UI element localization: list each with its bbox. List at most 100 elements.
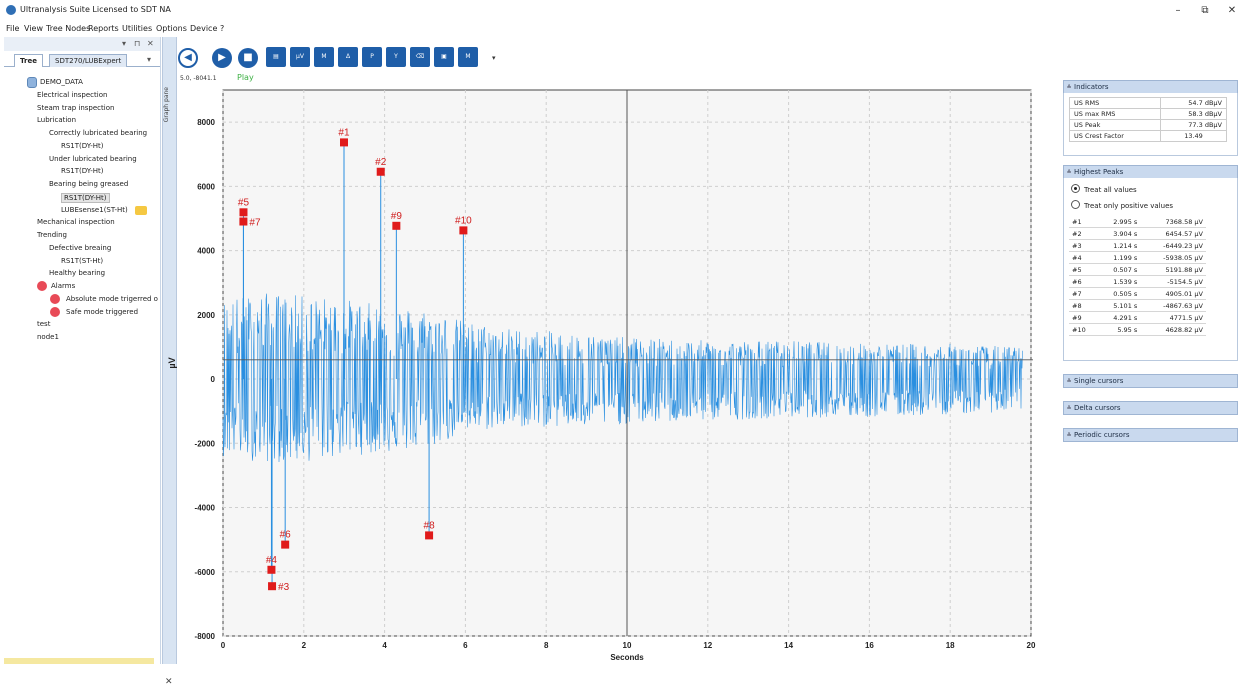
peak-value: 4905.01 µV bbox=[1140, 287, 1206, 300]
peak-id: #4 bbox=[1069, 251, 1098, 264]
peak-time: 4.291 s bbox=[1097, 311, 1141, 324]
peak-marker bbox=[392, 221, 401, 230]
periodic-cursors-title: Periodic cursors bbox=[1074, 431, 1130, 439]
highest-peaks-header[interactable]: ≙ Highest Peaks bbox=[1063, 165, 1238, 179]
panel-pin-button[interactable]: ⊓ bbox=[134, 39, 141, 48]
indicator-value: 13.49 bbox=[1160, 130, 1227, 142]
eraser-button[interactable]: ⌫ bbox=[410, 47, 430, 67]
single-cursors-header[interactable]: ≚ Single cursors bbox=[1063, 374, 1238, 388]
tree-node[interactable]: DEMO_DATA bbox=[40, 78, 83, 86]
peak-time: 5.95 s bbox=[1097, 323, 1141, 336]
peak-label: #6 bbox=[280, 530, 292, 541]
menu-options[interactable]: Options bbox=[156, 24, 187, 33]
y-marker-button[interactable]: Y bbox=[386, 47, 406, 67]
option-label: Treat only positive values bbox=[1084, 202, 1174, 210]
tree-node[interactable]: LUBEsense1(ST-Ht) bbox=[61, 205, 128, 214]
x-tick-label: 18 bbox=[946, 641, 955, 650]
tree-node[interactable]: RS1T(ST-Ht) bbox=[61, 256, 104, 265]
m-menu-button[interactable]: M bbox=[458, 47, 478, 67]
indicators-header[interactable]: ≙ Indicators bbox=[1063, 80, 1238, 94]
menu-device[interactable]: Device bbox=[190, 24, 218, 33]
table-row: #3 1.214 s -6449.23 µV bbox=[1069, 239, 1206, 252]
x-tick-label: 0 bbox=[221, 641, 226, 650]
peak-label: #8 bbox=[424, 520, 436, 531]
tree-node[interactable]: Mechanical inspection bbox=[37, 218, 115, 227]
treat-positive-values-option[interactable]: Treat only positive values bbox=[1071, 200, 1173, 210]
tree-node[interactable]: Steam trap inspection bbox=[37, 103, 115, 112]
y-tick-label: 0 bbox=[211, 375, 216, 384]
x-tick-label: 10 bbox=[623, 641, 632, 650]
tab-dropdown-button[interactable]: ▾ bbox=[147, 55, 152, 64]
tree-node[interactable]: RS1T(DY-Ht) bbox=[61, 167, 104, 176]
delta-marker-button[interactable]: Δ bbox=[338, 47, 358, 67]
tree-node[interactable]: RS1T(DY-Ht) bbox=[61, 141, 104, 150]
menu-reports[interactable]: Reports bbox=[88, 24, 119, 33]
close-button[interactable]: ✕ bbox=[1227, 5, 1237, 16]
peak-id: #9 bbox=[1069, 311, 1098, 324]
indicator-name: US Crest Factor bbox=[1069, 130, 1161, 142]
tree-node[interactable]: Defective breaing bbox=[49, 243, 112, 252]
tree-node[interactable]: Bearing being greased bbox=[49, 180, 129, 188]
delta-cursors-header[interactable]: ≚ Delta cursors bbox=[1063, 401, 1238, 415]
fft-button[interactable]: µV FFT bbox=[290, 47, 310, 80]
table-row: US Peak 77.3 dBµV bbox=[1069, 119, 1227, 131]
peak-value: -5938.05 µV bbox=[1140, 251, 1206, 264]
tree-node[interactable]: node1 bbox=[37, 333, 59, 341]
peak-marker bbox=[267, 565, 276, 574]
tree-node[interactable]: Electrical inspection bbox=[37, 90, 108, 99]
peak-id: #5 bbox=[1069, 263, 1098, 276]
alarm-icon bbox=[50, 293, 60, 304]
peak-time: 1.214 s bbox=[1097, 239, 1141, 252]
table-row: #10 5.95 s 4628.82 µV bbox=[1069, 323, 1206, 336]
panel-tabs: Tree SDT270/LUBExpert ▾ bbox=[4, 52, 160, 67]
tree-node[interactable]: Healthy bearing bbox=[49, 269, 106, 278]
table-row: #2 3.904 s 6454.57 µV bbox=[1069, 227, 1206, 240]
tree-node[interactable]: Lubrication bbox=[37, 116, 77, 125]
peak-id: #1 bbox=[1069, 216, 1098, 228]
back-button[interactable]: ◀ bbox=[178, 48, 198, 68]
tree-node[interactable]: Alarms bbox=[51, 282, 76, 290]
tab-sdt270-lubexpert[interactable]: SDT270/LUBExpert bbox=[49, 54, 128, 67]
menu-tree-nodes[interactable]: Tree Nodes bbox=[46, 24, 91, 33]
y-tick-label: -6000 bbox=[195, 568, 216, 577]
window-button[interactable]: ▣ bbox=[434, 47, 454, 67]
maximize-button[interactable]: ⧉ bbox=[1201, 5, 1209, 16]
report-button[interactable]: ▤ bbox=[266, 47, 286, 67]
time-signal-chart[interactable]: #1 #2 #3 #4 #5 #6 #7 #8 #9 #10 0 2 4 6 8 10 12 14 16 18 20 -8… bbox=[165, 82, 1045, 664]
periodic-cursors-header[interactable]: ≚ Periodic cursors bbox=[1063, 428, 1238, 442]
graph-pane-close-icon[interactable]: ✕ bbox=[165, 677, 173, 687]
tree-node[interactable]: Absolute mode trigerred o bbox=[66, 294, 158, 303]
radio-unselected-icon bbox=[1071, 200, 1080, 209]
play-button[interactable]: ▶ bbox=[212, 48, 232, 68]
tree-node[interactable]: test bbox=[37, 320, 51, 329]
minimize-button[interactable]: – bbox=[1175, 5, 1181, 16]
folder-icon bbox=[135, 205, 147, 215]
peak-marker bbox=[239, 208, 248, 217]
tree-node[interactable]: Under lubricated bearing bbox=[49, 154, 137, 163]
treat-all-values-option[interactable]: Treat all values bbox=[1071, 184, 1137, 194]
peak-label: #5 bbox=[238, 197, 250, 208]
stop-button[interactable]: ■ bbox=[238, 48, 258, 68]
toolbar-dropdown-icon[interactable]: ▾ bbox=[492, 54, 496, 62]
menu-help[interactable]: ? bbox=[220, 24, 225, 33]
tab-tree[interactable]: Tree bbox=[14, 54, 43, 67]
panel-close-button[interactable]: ✕ bbox=[147, 39, 154, 48]
x-tick-label: 16 bbox=[865, 641, 874, 650]
x-tick-label: 14 bbox=[784, 641, 793, 650]
menu-file[interactable]: File bbox=[6, 24, 20, 33]
tree-node[interactable]: Safe mode triggered bbox=[66, 307, 139, 316]
y-tick-label: 2000 bbox=[197, 311, 215, 320]
peak-time: 1.539 s bbox=[1097, 275, 1141, 288]
menu-view[interactable]: View bbox=[24, 24, 43, 33]
table-row: #4 1.199 s -5938.05 µV bbox=[1069, 251, 1206, 264]
menu-utilities[interactable]: Utilities bbox=[122, 24, 153, 33]
tree-node[interactable]: RS1T(DY-Ht) bbox=[61, 192, 110, 203]
tree-node[interactable]: Trending bbox=[37, 231, 67, 239]
tree-node[interactable]: Correctly lubricated bearing bbox=[49, 129, 148, 137]
panel-dropdown-button[interactable]: ▾ bbox=[122, 39, 127, 48]
highest-peaks-title: Highest Peaks bbox=[1074, 168, 1124, 176]
y-axis-label: µV bbox=[167, 357, 177, 368]
marker-button[interactable]: M bbox=[314, 47, 334, 67]
peak-marker-button[interactable]: P bbox=[362, 47, 382, 67]
y-tick-label: 4000 bbox=[197, 247, 215, 256]
